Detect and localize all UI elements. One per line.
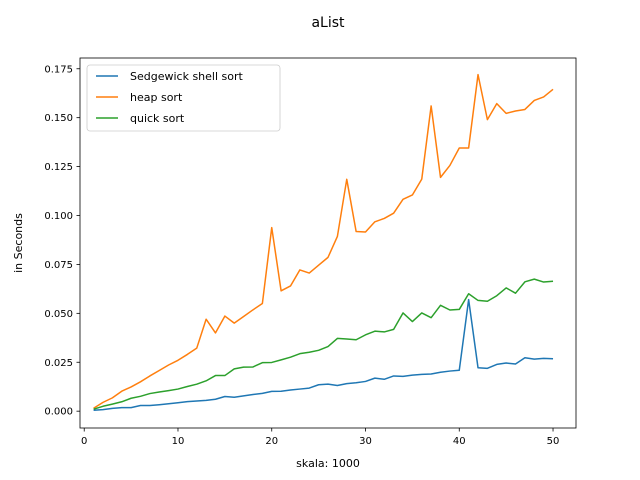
x-tick-label: 40 — [453, 436, 466, 447]
legend-entry-label: quick sort — [130, 112, 185, 125]
legend: Sedgewick shell sort heap sort quick sort — [86, 64, 281, 132]
x-axis-ticks: 0 10 20 30 40 50 — [81, 428, 559, 447]
series-layer — [93, 73, 554, 411]
series-line-heap-sort — [93, 73, 554, 409]
y-axis-ticks: 0.000 0.025 0.050 0.075 0.100 0.125 0.150 0.175 — [44, 64, 80, 418]
series-line-quick-sort — [93, 278, 554, 410]
x-tick-label: 50 — [547, 436, 560, 447]
legend-entry-label: heap sort — [130, 91, 183, 104]
y-tick-label: 0.075 — [44, 260, 73, 271]
series-line-sedgewick-shell-sort — [93, 298, 554, 411]
y-tick-label: 0.175 — [44, 64, 73, 75]
y-tick-label: 0.000 — [44, 407, 73, 418]
x-tick-label: 20 — [265, 436, 278, 447]
y-tick-label: 0.125 — [44, 162, 73, 173]
x-tick-label: 30 — [359, 436, 372, 447]
legend-entry-label: Sedgewick shell sort — [130, 70, 244, 83]
y-tick-label: 0.025 — [44, 358, 73, 369]
chart-title: aList — [311, 15, 345, 31]
x-tick-label: 10 — [172, 436, 185, 447]
y-tick-label: 0.050 — [44, 309, 73, 320]
plot-frame — [79, 57, 577, 429]
x-tick-label: 0 — [81, 436, 87, 447]
x-axis-label: skala: 1000 — [296, 457, 360, 470]
y-tick-label: 0.150 — [44, 113, 73, 124]
y-axis-label: in Seconds — [12, 213, 25, 273]
y-tick-label: 0.100 — [44, 211, 73, 222]
legend-box — [86, 64, 281, 132]
